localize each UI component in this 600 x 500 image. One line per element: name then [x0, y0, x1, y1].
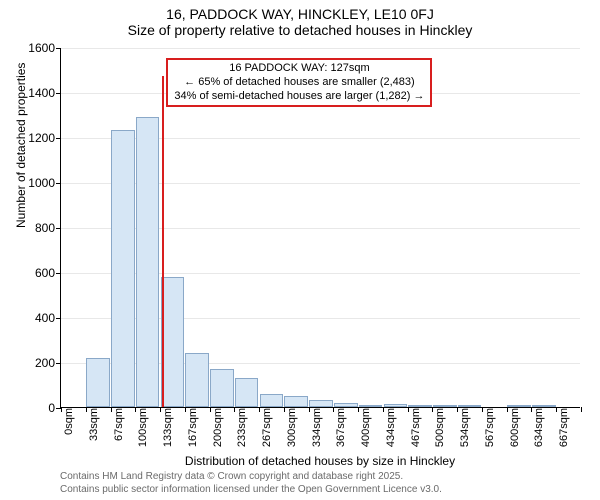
y-tick-label: 1000 [21, 176, 55, 190]
annotation-box: 16 PADDOCK WAY: 127sqm← 65% of detached … [166, 58, 432, 107]
annotation-line3: 34% of semi-detached houses are larger (… [174, 90, 424, 104]
x-tick-label: 667sqm [558, 408, 563, 447]
x-tick-label: 600sqm [509, 408, 514, 447]
x-tick-mark [185, 407, 186, 412]
x-tick-mark [111, 407, 112, 412]
x-tick-label: 567sqm [484, 408, 489, 447]
y-tick-mark [56, 318, 61, 319]
x-tick-mark [581, 407, 582, 412]
title-line2: Size of property relative to detached ho… [0, 22, 600, 38]
y-tick-label: 200 [21, 356, 55, 370]
x-tick-mark [210, 407, 211, 412]
y-tick-mark [56, 363, 61, 364]
x-tick-mark [358, 407, 359, 412]
x-tick-mark [160, 407, 161, 412]
x-tick-label: 267sqm [261, 408, 266, 447]
y-tick-mark [56, 273, 61, 274]
x-tick-mark [383, 407, 384, 412]
x-tick-label: 400sqm [360, 408, 365, 447]
x-tick-mark [408, 407, 409, 412]
histogram-bar [384, 404, 408, 407]
y-tick-mark [56, 183, 61, 184]
x-tick-label: 634sqm [533, 408, 538, 447]
x-tick-mark [259, 407, 260, 412]
histogram-bar [507, 405, 531, 407]
x-tick-label: 300sqm [286, 408, 291, 447]
x-tick-mark [309, 407, 310, 412]
y-tick-label: 1200 [21, 131, 55, 145]
y-tick-label: 1600 [21, 41, 55, 55]
x-tick-mark [61, 407, 62, 412]
y-tick-label: 800 [21, 221, 55, 235]
histogram-bar [210, 369, 234, 407]
histogram-bar [458, 405, 482, 407]
y-gridline [61, 48, 580, 49]
x-tick-mark [507, 407, 508, 412]
annotation-line1: 16 PADDOCK WAY: 127sqm [174, 62, 424, 76]
x-tick-label: 434sqm [385, 408, 390, 447]
x-tick-mark [86, 407, 87, 412]
histogram-bar [532, 405, 556, 407]
title-line1: 16, PADDOCK WAY, HINCKLEY, LE10 0FJ [0, 6, 600, 22]
histogram-bar [359, 405, 383, 407]
x-axis-label: Distribution of detached houses by size … [60, 454, 580, 468]
histogram-bar [235, 378, 259, 407]
x-tick-label: 233sqm [236, 408, 241, 447]
x-tick-mark [284, 407, 285, 412]
y-tick-mark [56, 228, 61, 229]
histogram-bar [408, 405, 432, 407]
x-tick-label: 133sqm [162, 408, 167, 447]
property-marker-line [162, 76, 164, 407]
x-tick-label: 500sqm [434, 408, 439, 447]
y-tick-label: 0 [21, 401, 55, 415]
histogram-bar [309, 400, 333, 407]
histogram-bar [260, 394, 284, 408]
histogram-bar [284, 396, 308, 407]
annotation-line2: ← 65% of detached houses are smaller (2,… [174, 76, 424, 90]
plot-region: 020040060080010001200140016000sqm33sqm67… [60, 48, 580, 408]
histogram-bar [334, 403, 358, 408]
x-tick-label: 100sqm [137, 408, 142, 447]
x-tick-label: 534sqm [459, 408, 464, 447]
histogram-bar [433, 405, 457, 407]
footer-attribution: Contains HM Land Registry data © Crown c… [60, 471, 442, 496]
x-tick-label: 67sqm [113, 408, 118, 441]
x-tick-label: 334sqm [311, 408, 316, 447]
chart-title-block: 16, PADDOCK WAY, HINCKLEY, LE10 0FJ Size… [0, 0, 600, 38]
histogram-bar [86, 358, 110, 408]
y-tick-mark [56, 48, 61, 49]
y-tick-label: 600 [21, 266, 55, 280]
y-tick-label: 400 [21, 311, 55, 325]
x-tick-mark [482, 407, 483, 412]
chart-area: 020040060080010001200140016000sqm33sqm67… [60, 48, 580, 408]
footer-line1: Contains HM Land Registry data © Crown c… [60, 471, 442, 484]
y-tick-mark [56, 93, 61, 94]
x-tick-label: 167sqm [187, 408, 192, 447]
histogram-bar [185, 353, 209, 407]
footer-line2: Contains public sector information licen… [60, 484, 442, 497]
x-tick-label: 33sqm [88, 408, 93, 441]
histogram-bar [111, 130, 135, 407]
x-tick-label: 0sqm [63, 408, 68, 435]
y-tick-mark [56, 138, 61, 139]
histogram-bar [136, 117, 160, 407]
x-tick-label: 467sqm [410, 408, 415, 447]
x-tick-label: 367sqm [335, 408, 340, 447]
x-tick-label: 200sqm [212, 408, 217, 447]
y-tick-label: 1400 [21, 86, 55, 100]
